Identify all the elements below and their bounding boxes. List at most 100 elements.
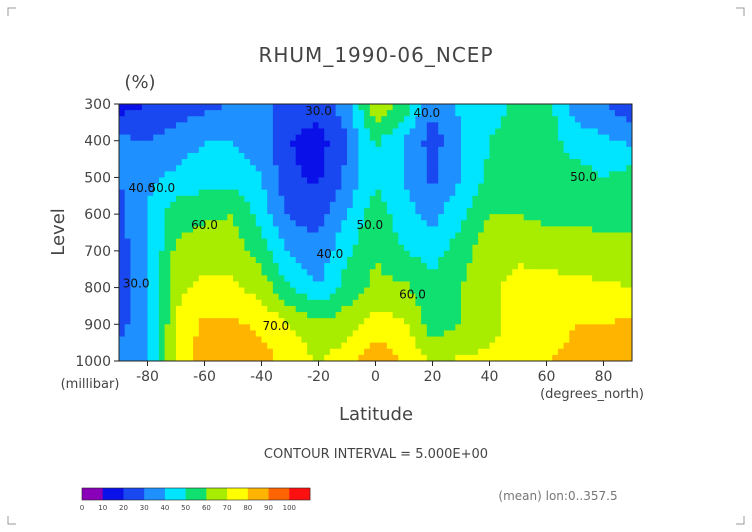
- heatmap-cell: [546, 208, 553, 215]
- heatmap-cell: [381, 214, 388, 221]
- heatmap-cell: [449, 342, 456, 350]
- heatmap-cell: [529, 250, 536, 258]
- heatmap-cell: [136, 250, 143, 258]
- heatmap-cell: [170, 152, 177, 160]
- heatmap-cell: [198, 342, 206, 350]
- heatmap-cell: [426, 189, 434, 197]
- heatmap-cell: [278, 220, 285, 227]
- heatmap-cell: [575, 342, 582, 350]
- heatmap-cell: [404, 220, 411, 227]
- heatmap-cell: [130, 275, 137, 283]
- heatmap-cell: [141, 342, 149, 350]
- heatmap-cell: [358, 165, 365, 172]
- heatmap-cell: [141, 324, 149, 332]
- colorbar-swatch: [227, 488, 249, 500]
- heatmap-cell: [535, 110, 542, 117]
- heatmap-cell: [386, 263, 394, 270]
- heatmap-cell: [238, 208, 245, 215]
- heatmap-cell: [215, 201, 223, 209]
- heatmap-cell: [603, 336, 610, 344]
- heatmap-cell: [267, 299, 274, 307]
- heatmap-cell: [404, 324, 411, 332]
- heatmap-cell: [455, 324, 462, 332]
- heatmap-cell: [250, 312, 257, 319]
- heatmap-cell: [119, 330, 126, 338]
- heatmap-cell: [495, 189, 502, 197]
- heatmap-cell: [466, 318, 473, 325]
- heatmap-cell: [272, 275, 280, 283]
- heatmap-cell: [432, 104, 439, 111]
- heatmap-cell: [455, 214, 462, 221]
- heatmap-cell: [307, 281, 314, 289]
- heatmap-cell: [261, 275, 268, 283]
- heatmap-cell: [489, 220, 496, 227]
- heatmap-cell: [210, 287, 217, 295]
- heatmap-cell: [164, 146, 171, 154]
- heatmap-cell: [455, 232, 462, 240]
- heatmap-cell: [221, 336, 228, 344]
- heatmap-cell: [272, 128, 280, 136]
- heatmap-cell: [244, 189, 251, 197]
- heatmap-cell: [597, 318, 605, 325]
- heatmap-cell: [586, 269, 593, 276]
- heatmap-cell: [215, 281, 223, 289]
- heatmap-cell: [557, 116, 565, 123]
- heatmap-cell: [609, 183, 616, 191]
- heatmap-cell: [409, 171, 416, 179]
- heatmap-cell: [153, 195, 160, 203]
- heatmap-cell: [221, 232, 228, 240]
- heatmap-cell: [500, 305, 508, 313]
- heatmap-cell: [261, 299, 268, 307]
- heatmap-cell: [523, 195, 530, 203]
- heatmap-cell: [432, 177, 439, 185]
- heatmap-cell: [438, 238, 445, 246]
- heatmap-cell: [341, 342, 348, 350]
- heatmap-cell: [204, 354, 211, 361]
- heatmap-cell: [580, 342, 587, 350]
- heatmap-cell: [341, 305, 348, 313]
- heatmap-cell: [580, 201, 587, 209]
- heatmap-cell: [233, 293, 240, 301]
- heatmap-cell: [187, 110, 194, 117]
- heatmap-cell: [198, 134, 206, 142]
- heatmap-cell: [347, 287, 354, 295]
- heatmap-cell: [193, 354, 200, 361]
- heatmap-cell: [478, 159, 485, 166]
- heatmap-cell: [489, 104, 496, 111]
- heatmap-cell: [580, 226, 587, 234]
- heatmap-cell: [238, 226, 245, 234]
- heatmap-cell: [238, 324, 245, 332]
- heatmap-cell: [284, 336, 291, 344]
- heatmap-cell: [449, 263, 456, 270]
- heatmap-cell: [478, 134, 485, 142]
- heatmap-cell: [284, 330, 291, 338]
- heatmap-cell: [523, 275, 530, 283]
- heatmap-cell: [233, 165, 240, 172]
- heatmap-cell: [620, 159, 627, 166]
- heatmap-cell: [472, 183, 479, 191]
- heatmap-cell: [563, 250, 570, 258]
- heatmap-cell: [358, 318, 365, 325]
- heatmap-cell: [147, 122, 154, 130]
- heatmap-cell: [404, 244, 411, 252]
- heatmap-cell: [614, 140, 622, 148]
- heatmap-cell: [233, 220, 240, 227]
- heatmap-cell: [404, 256, 411, 264]
- heatmap-cell: [523, 312, 530, 319]
- heatmap-cell: [176, 214, 183, 221]
- heatmap-cell: [301, 146, 308, 154]
- heatmap-cell: [267, 140, 274, 148]
- heatmap-cell: [204, 305, 211, 313]
- heatmap-cell: [563, 152, 570, 160]
- heatmap-cell: [193, 281, 200, 289]
- heatmap-cell: [170, 134, 177, 142]
- heatmap-cell: [261, 318, 268, 325]
- heatmap-cell: [347, 152, 354, 160]
- heatmap-cell: [318, 226, 325, 234]
- chart-title: RHUM_1990-06_NCEP: [258, 43, 493, 67]
- heatmap-cell: [535, 201, 542, 209]
- heatmap-cell: [324, 104, 331, 111]
- heatmap-cell: [443, 281, 451, 289]
- heatmap-cell: [563, 159, 570, 166]
- heatmap-cell: [301, 140, 308, 148]
